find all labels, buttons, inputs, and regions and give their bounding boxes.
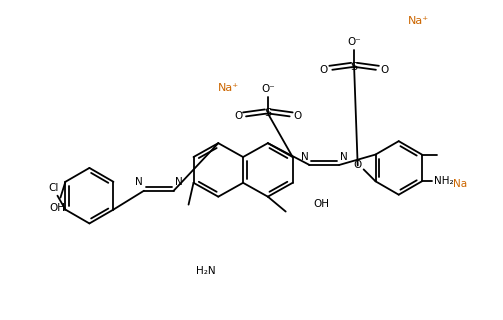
Text: NH₂: NH₂ bbox=[434, 176, 454, 186]
Text: H₂N: H₂N bbox=[196, 266, 215, 276]
Text: N: N bbox=[135, 177, 143, 187]
Text: N: N bbox=[301, 152, 308, 162]
Text: Na⁺: Na⁺ bbox=[218, 83, 239, 92]
Text: Cl: Cl bbox=[48, 183, 59, 193]
Text: O: O bbox=[319, 65, 327, 75]
Text: O: O bbox=[381, 65, 389, 75]
Text: Na⁺: Na⁺ bbox=[408, 16, 429, 26]
Text: OH: OH bbox=[313, 199, 329, 209]
Text: O: O bbox=[234, 111, 242, 121]
Text: S: S bbox=[351, 62, 358, 72]
Text: S: S bbox=[264, 108, 272, 118]
Text: Na: Na bbox=[453, 179, 467, 189]
Text: O: O bbox=[293, 111, 302, 121]
Text: N: N bbox=[175, 177, 183, 187]
Text: O: O bbox=[354, 160, 362, 171]
Text: N: N bbox=[341, 152, 348, 162]
Text: O⁻: O⁻ bbox=[261, 84, 275, 94]
Text: OH: OH bbox=[49, 203, 65, 212]
Text: O⁻: O⁻ bbox=[347, 37, 361, 47]
